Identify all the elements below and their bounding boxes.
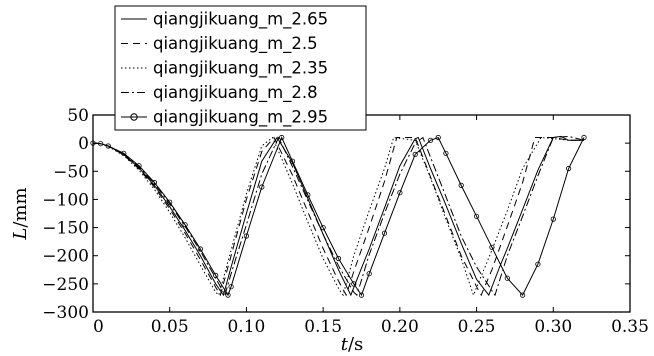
x-tick-label: 0.05 (151, 317, 189, 337)
series-marker (213, 272, 219, 278)
series-marker (279, 134, 285, 141)
x-tick-label: 0.25 (458, 317, 496, 337)
series-marker (473, 213, 480, 219)
y-tick-label: −50 (53, 162, 89, 182)
series-marker (366, 271, 372, 277)
legend-marker (130, 113, 138, 121)
series-marker (151, 179, 157, 186)
series-marker (320, 225, 326, 231)
y-axis-ticks: 50 0 −50 −100 −150 −200 −250 −300 (42, 106, 630, 323)
series-marker (335, 255, 342, 262)
series-marker (397, 190, 403, 196)
x-tick-label: 0.20 (381, 317, 419, 337)
x-axis-title-unit: /s (348, 334, 363, 355)
legend-label: qiangjikuang_m_2.95 (153, 108, 328, 128)
series-marker (228, 284, 234, 290)
series-marker (489, 244, 495, 250)
series-marker (443, 150, 449, 156)
series-marker (289, 158, 296, 164)
legend-label: qiangjikuang_m_2.35 (153, 59, 328, 79)
legend-label: qiangjikuang_m_2.65 (153, 10, 328, 30)
series-marker (581, 134, 587, 141)
legend-items: qiangjikuang_m_2.65 qiangjikuang_m_2.5qia… (121, 10, 328, 128)
series-marker (197, 246, 203, 252)
y-axis-title: L/mm (10, 187, 31, 240)
y-tick-label: −300 (42, 303, 89, 323)
series-marker (243, 233, 249, 239)
series-marker (167, 199, 173, 205)
y-tick-label: 0 (78, 134, 89, 154)
x-axis-title-symbol: t (341, 334, 349, 355)
series-line-5 (92, 136, 585, 297)
series-marker (105, 143, 111, 149)
legend-label: qiangjikuang_m_2.5 (153, 34, 318, 54)
y-tick-label: −250 (42, 275, 89, 295)
series-line-3 (92, 136, 584, 297)
y-axis-title-unit: /mm (10, 187, 31, 227)
series-marker (259, 184, 265, 190)
x-axis-title: t/s (341, 334, 364, 355)
y-tick-label: −150 (42, 219, 89, 239)
y-tick-label: 50 (67, 106, 89, 126)
legend-box (114, 5, 367, 131)
series-marker (351, 281, 357, 287)
series-layer (90, 134, 587, 298)
legend-label: qiangjikuang_m_2.8 (153, 83, 318, 103)
series-marker (535, 261, 541, 267)
x-tick-label: 0.35 (611, 317, 649, 337)
series-marker (136, 163, 142, 169)
series-marker (412, 151, 418, 157)
series-line-2 (92, 136, 584, 297)
series-marker (225, 292, 231, 298)
series-marker (435, 134, 441, 141)
series-marker (98, 141, 104, 147)
y-tick-label: −100 (42, 190, 89, 210)
x-tick-label: 0.30 (534, 317, 572, 337)
series-marker (182, 222, 188, 228)
x-tick-label: 0 (93, 317, 104, 337)
series-marker (381, 230, 388, 236)
x-tick-label: 0.10 (227, 317, 265, 337)
legend: qiangjikuang_m_2.65 qiangjikuang_m_2.5qia… (114, 5, 367, 131)
series-line-1 (92, 135, 584, 297)
y-axis-title-symbol: L (10, 228, 31, 241)
series-marker (458, 182, 464, 188)
series-marker (504, 275, 510, 281)
series-marker (519, 292, 526, 298)
series-marker (358, 292, 365, 298)
y-tick-label: −200 (42, 247, 89, 267)
series-marker (427, 137, 434, 143)
series-marker (550, 216, 556, 222)
series-marker (565, 165, 572, 172)
series-line-4 (92, 135, 585, 297)
x-axis-ticks: 0 0.05 0.10 0.15 0.20 0.25 0.30 0.35 (92, 115, 649, 337)
series-marker (305, 192, 311, 198)
series-marker (121, 150, 127, 156)
x-tick-label: 0.15 (304, 317, 342, 337)
